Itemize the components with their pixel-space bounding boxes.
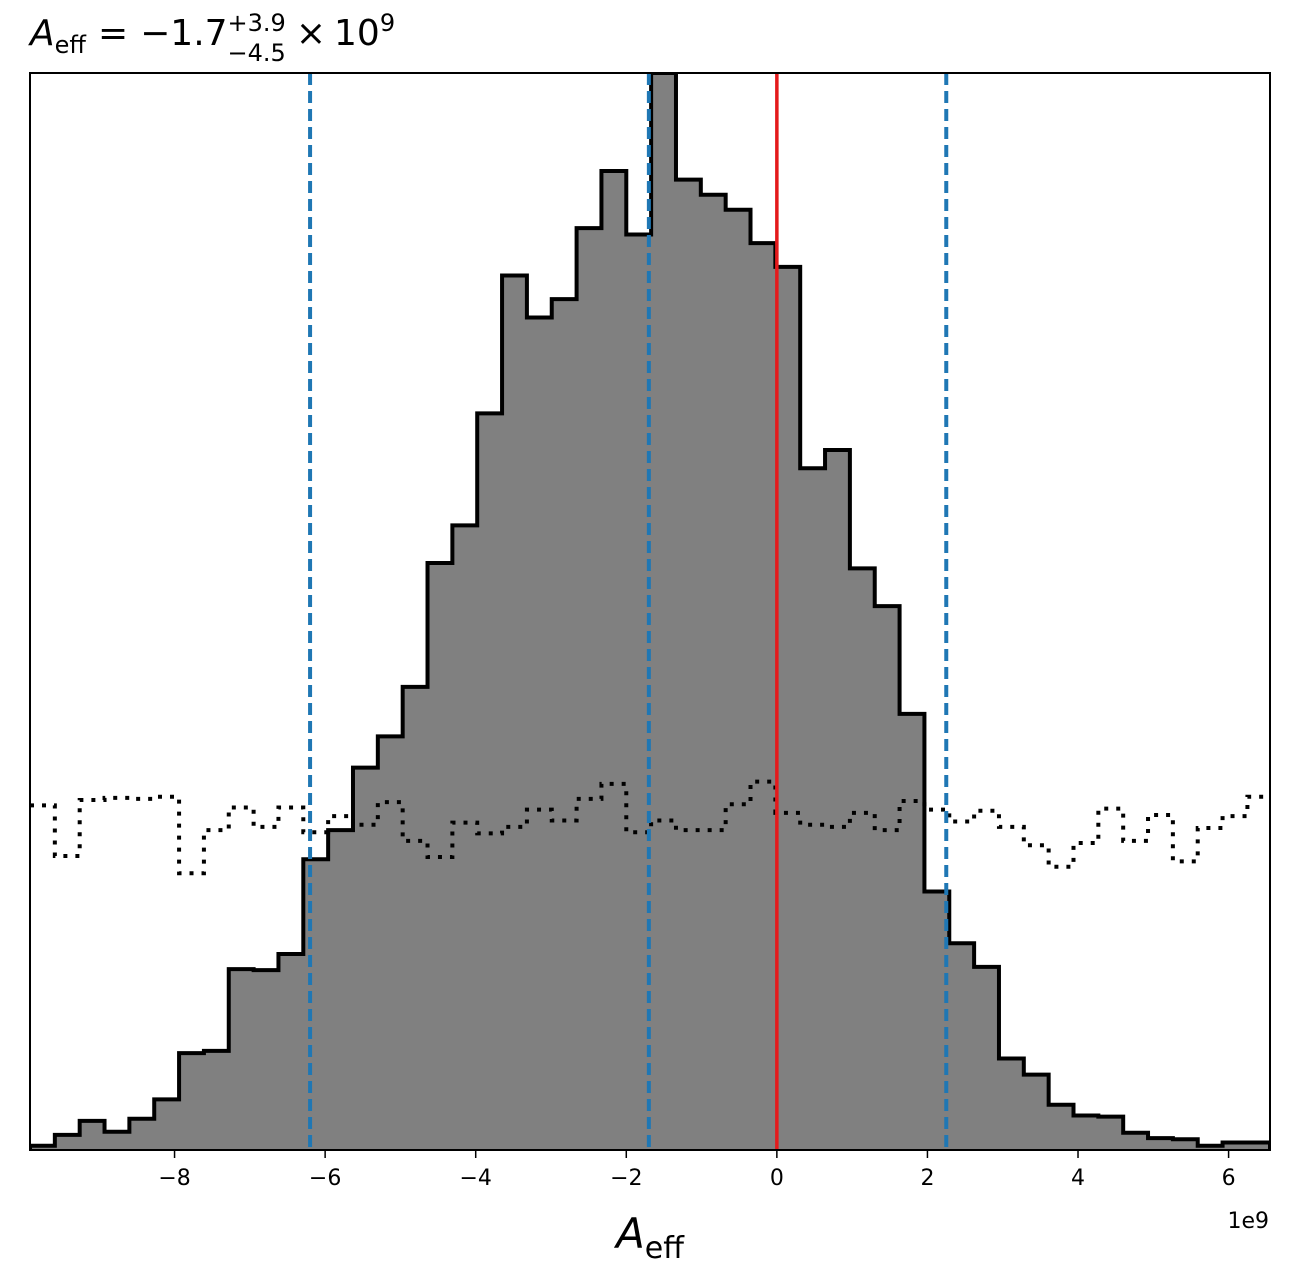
title-times: × (296, 13, 326, 54)
x-axis-label: Aeff (613, 1209, 685, 1266)
posterior-bar (253, 970, 280, 1150)
posterior-step-outline (30, 73, 1270, 1150)
posterior-bar (452, 525, 478, 1150)
posterior-bar (502, 275, 528, 1150)
x-tick-label: −4 (459, 1166, 491, 1191)
posterior-bar (1172, 1139, 1199, 1150)
x-axis-ticks: −8 −6 −4 −2 0 2 4 6 (158, 1150, 1236, 1191)
title-symbol: A (28, 13, 55, 54)
posterior-bar (1073, 1115, 1099, 1150)
posterior-bar (377, 736, 404, 1150)
posterior-bar (278, 953, 304, 1150)
posterior-bar (1123, 1132, 1149, 1150)
posterior-bar (750, 243, 776, 1150)
posterior-bar (1148, 1138, 1174, 1150)
plot-area (29, 72, 1271, 1151)
posterior-bar (352, 767, 379, 1150)
posterior-bar (30, 1145, 56, 1150)
posterior-bar (998, 1058, 1025, 1150)
posterior-bar (899, 713, 926, 1150)
xlabel-subscript: eff (645, 1231, 685, 1266)
posterior-bar (179, 1053, 205, 1150)
x-tick-label: 2 (920, 1166, 934, 1191)
title-exponent: 9 (380, 9, 395, 37)
x-tick-label: −6 (309, 1166, 341, 1191)
posterior-bar (1247, 1142, 1270, 1150)
x-tick-label: 6 (1222, 1166, 1236, 1191)
posterior-bar (874, 606, 901, 1150)
title-base: 10 (334, 13, 380, 54)
posterior-bar (477, 413, 503, 1150)
posterior-bar (154, 1099, 180, 1150)
posterior-bar (54, 1134, 81, 1150)
posterior-bar (228, 969, 255, 1150)
posterior-bar (1048, 1104, 1075, 1150)
posterior-bar (800, 468, 826, 1150)
posterior-bar (328, 830, 354, 1150)
axes-frame (29, 72, 1271, 1151)
title-symbol-subscript: eff (55, 31, 87, 59)
x-tick-label: 0 (770, 1166, 784, 1191)
title-upper: +3.9 (228, 9, 286, 37)
posterior-bar (974, 966, 1000, 1150)
posterior-bar (825, 449, 851, 1150)
posterior-bar (675, 179, 702, 1150)
posterior-bar (526, 317, 553, 1150)
posterior-bar (203, 1050, 230, 1150)
title-lower: −4.5 (228, 39, 286, 67)
x-tick-label: 4 (1071, 1166, 1085, 1191)
posterior-bar (1197, 1145, 1224, 1150)
posterior-bar (402, 686, 429, 1150)
posterior-bar (576, 228, 603, 1150)
chart-title: Aeff = −1.7+3.9 −4.5 × 109 (28, 9, 395, 67)
posterior-bar (601, 171, 627, 1150)
xlabel-symbol: A (613, 1209, 645, 1258)
x-tick-label: −2 (610, 1166, 642, 1191)
posterior-bar (303, 859, 329, 1150)
title-equals: = (98, 13, 128, 54)
posterior-bar (651, 73, 677, 1150)
posterior-bar (1222, 1142, 1249, 1150)
posterior-bar (849, 568, 876, 1150)
posterior-bar (775, 266, 801, 1150)
posterior-bar (129, 1118, 155, 1150)
posterior-bar (79, 1120, 106, 1150)
x-tick-label: −8 (158, 1166, 190, 1191)
posterior-bar (725, 209, 752, 1150)
posterior-bar (1098, 1116, 1124, 1150)
posterior-bar (1023, 1074, 1050, 1150)
posterior-bar (700, 194, 727, 1150)
posterior-bar (104, 1131, 130, 1150)
x-offset-label: 1e9 (1227, 1209, 1269, 1234)
posterior-bar (551, 299, 578, 1150)
title-median: −1.7 (140, 13, 227, 54)
posterior-bar (949, 943, 975, 1150)
